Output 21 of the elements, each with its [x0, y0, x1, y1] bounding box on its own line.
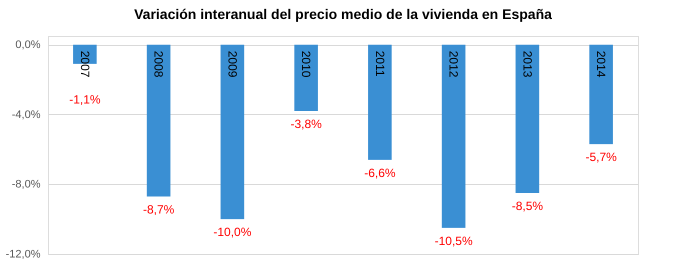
x-tick-label: 2013	[520, 50, 534, 78]
y-tick-label: -8,0%	[12, 178, 41, 191]
x-tick-label: 2009	[225, 50, 240, 78]
y-tick-label: 0,0%	[15, 39, 41, 52]
x-tick-label: 2010	[299, 50, 314, 78]
data-label: -6,6%	[364, 166, 396, 180]
data-label: -10,0%	[213, 225, 252, 240]
data-label: -10,5%	[434, 234, 473, 248]
data-label: -3,8%	[290, 116, 322, 131]
x-tick-label: 2007	[78, 50, 92, 78]
x-tick-label: 2014	[594, 50, 608, 78]
data-label: -8,7%	[142, 202, 175, 216]
data-label: -8,5%	[512, 198, 544, 213]
chart-title: Variación interanual del precio medio de la vivienda en España	[134, 6, 552, 22]
x-tick-label: 2008	[152, 50, 166, 78]
y-tick-label: -12,0%	[6, 248, 41, 260]
data-label: -1,1%	[69, 92, 101, 107]
y-tick-label: -4,0%	[12, 108, 41, 121]
data-label: -5,7%	[585, 150, 618, 164]
x-tick-label: 2011	[372, 50, 387, 77]
x-tick-label: 2012	[446, 50, 461, 78]
